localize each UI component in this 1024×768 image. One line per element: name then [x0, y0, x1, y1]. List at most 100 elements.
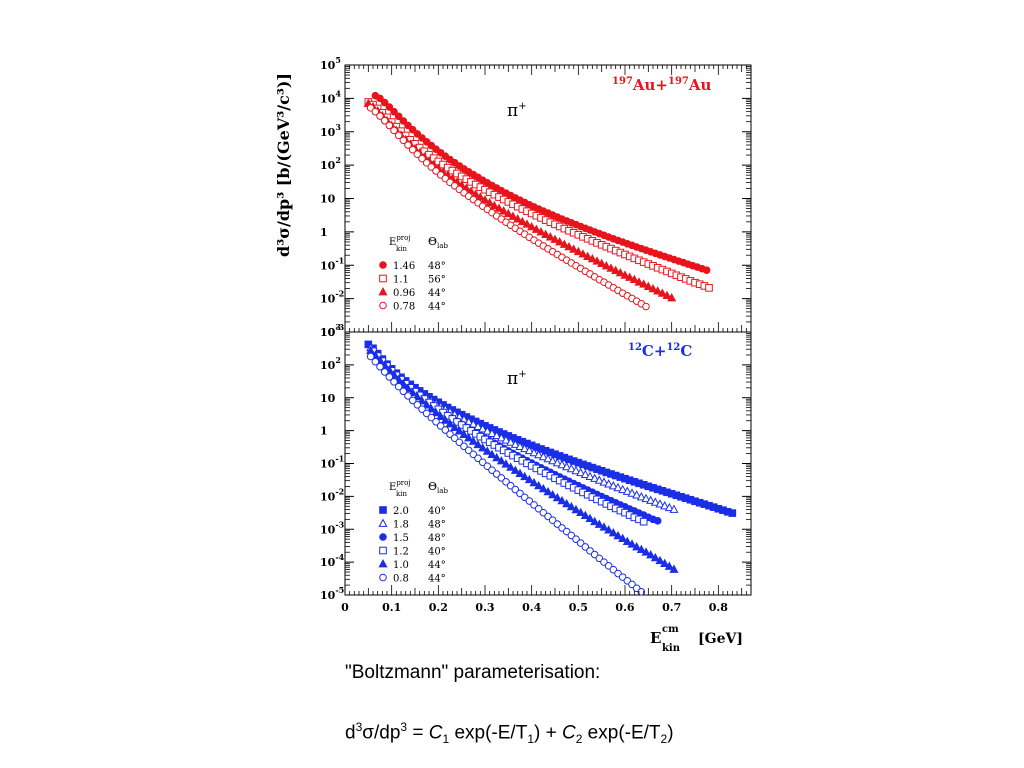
- data-point: [585, 513, 595, 523]
- data-point: [657, 288, 667, 297]
- data-point: [371, 107, 380, 116]
- data-point: [590, 516, 600, 526]
- data-point: [576, 467, 586, 477]
- data-point: [464, 446, 473, 455]
- formula-exp1-b: ) +: [534, 722, 562, 744]
- legend-header-e: E: [389, 482, 396, 493]
- data-point: [380, 98, 389, 107]
- data-point: [571, 504, 581, 514]
- data-point: [408, 145, 417, 154]
- y-tick-exponent: -3: [335, 322, 344, 332]
- data-point: [404, 392, 412, 400]
- y-tick-exponent: -5: [335, 585, 344, 595]
- formula-c1: C: [428, 722, 443, 744]
- formula-exp-1: 3: [355, 720, 363, 734]
- legend-header-theta-sub: lab: [437, 242, 448, 250]
- y-tick-exponent: -1: [335, 454, 344, 464]
- data-point: [564, 241, 574, 251]
- data-point: [534, 480, 544, 490]
- x-tick-label: 0.3: [475, 601, 494, 614]
- y-tick-label: 1: [320, 425, 328, 438]
- data-point: [604, 525, 614, 534]
- data-point: [557, 495, 567, 505]
- series-0_8: [366, 352, 646, 596]
- formula-dp: /dp: [374, 722, 401, 744]
- formula-d: d: [345, 722, 356, 744]
- data-point: [608, 528, 618, 537]
- data-point: [404, 121, 412, 130]
- data-point: [592, 256, 602, 265]
- y-tick-base: 10: [320, 589, 336, 602]
- particle-symbol: π: [507, 369, 518, 389]
- data-point: [728, 509, 737, 517]
- legend-entry: 1.0 44°: [378, 559, 446, 571]
- data-point: [529, 477, 539, 487]
- y-tick-exponent: -2: [335, 486, 344, 496]
- data-point: [441, 426, 450, 434]
- data-point: [473, 439, 483, 449]
- data-point: [664, 502, 674, 512]
- series-1_46: [371, 91, 711, 275]
- legend-header-theta: Θlab: [428, 480, 448, 495]
- legend-marker: [379, 261, 387, 269]
- data-point: [492, 452, 502, 462]
- data-point: [632, 490, 642, 499]
- data-point: [639, 279, 649, 288]
- data-point: [643, 281, 653, 290]
- data-point: [394, 131, 403, 140]
- y-tick-label: 10-1: [320, 255, 344, 272]
- formula-equals: =: [407, 722, 429, 744]
- y-tick-label: 103: [320, 122, 341, 139]
- y-tick-label: 10: [320, 193, 336, 206]
- data-point: [418, 154, 426, 163]
- particle-label: π+: [507, 369, 527, 389]
- data-point: [413, 401, 422, 409]
- title-mass-2: 197: [668, 76, 689, 87]
- data-point: [650, 497, 660, 506]
- data-point: [426, 404, 436, 413]
- data-point: [608, 481, 618, 490]
- y-tick-base: 10: [320, 92, 336, 105]
- data-point: [390, 107, 398, 116]
- x-tick-label: 0.4: [522, 601, 541, 614]
- legend-entry: 1.2 40°: [379, 547, 446, 558]
- data-point: [422, 159, 431, 167]
- data-point: [390, 378, 398, 386]
- y-tick-base: 10: [320, 359, 336, 372]
- data-point: [650, 552, 660, 562]
- data-point: [559, 239, 569, 248]
- x-tick-label: 0: [341, 601, 349, 614]
- y-tick-base: 10: [320, 193, 336, 206]
- y-axis-ticks: [345, 331, 751, 596]
- data-point: [606, 263, 616, 272]
- y-tick-base: 10: [320, 159, 336, 172]
- title-nucleus-2: C: [680, 342, 692, 360]
- data-point: [597, 258, 607, 268]
- y-tick-base: 10: [320, 293, 336, 306]
- series-1_1: [364, 98, 713, 292]
- legend-entry: 0.78 44°: [379, 302, 446, 313]
- y-tick-base: 10: [320, 59, 336, 72]
- data-point: [543, 486, 553, 496]
- data-point: [613, 530, 623, 540]
- data-point: [399, 387, 408, 396]
- data-point: [629, 274, 639, 284]
- legend-header-e-sup: proj: [396, 479, 410, 487]
- legend-marker: [379, 506, 387, 514]
- formula-c2-sub: 2: [575, 732, 583, 747]
- x-tick-label: 0.8: [709, 601, 728, 614]
- formula-c2: C: [561, 722, 576, 744]
- data-point: [604, 479, 614, 488]
- data-point: [702, 266, 711, 275]
- data-point: [620, 270, 630, 279]
- y-tick-base: 10: [320, 326, 336, 339]
- legend-entry: 1.1 56°: [379, 275, 446, 286]
- data-point: [664, 561, 674, 570]
- formula-exp2-b: ): [667, 722, 674, 744]
- y-tick-base: 10: [320, 490, 336, 503]
- data-point: [496, 456, 506, 465]
- data-point: [613, 482, 623, 492]
- data-point: [705, 284, 713, 292]
